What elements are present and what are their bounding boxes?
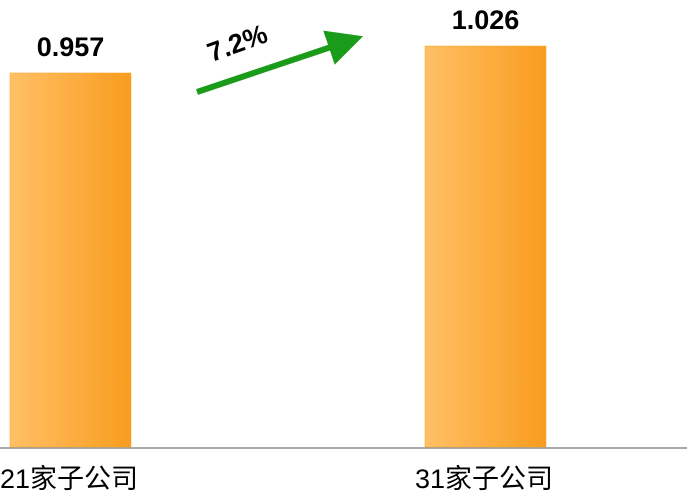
- value-label: 1.026: [452, 5, 520, 35]
- growth-arrow: [196, 30, 364, 95]
- growth-annotation: 7.2%: [203, 19, 271, 68]
- x-tick-label: 21家子公司: [0, 464, 138, 494]
- x-tick-label: 31家子公司: [415, 464, 553, 494]
- bar: [424, 45, 547, 448]
- bar: [9, 72, 132, 448]
- value-label: 0.957: [37, 32, 105, 62]
